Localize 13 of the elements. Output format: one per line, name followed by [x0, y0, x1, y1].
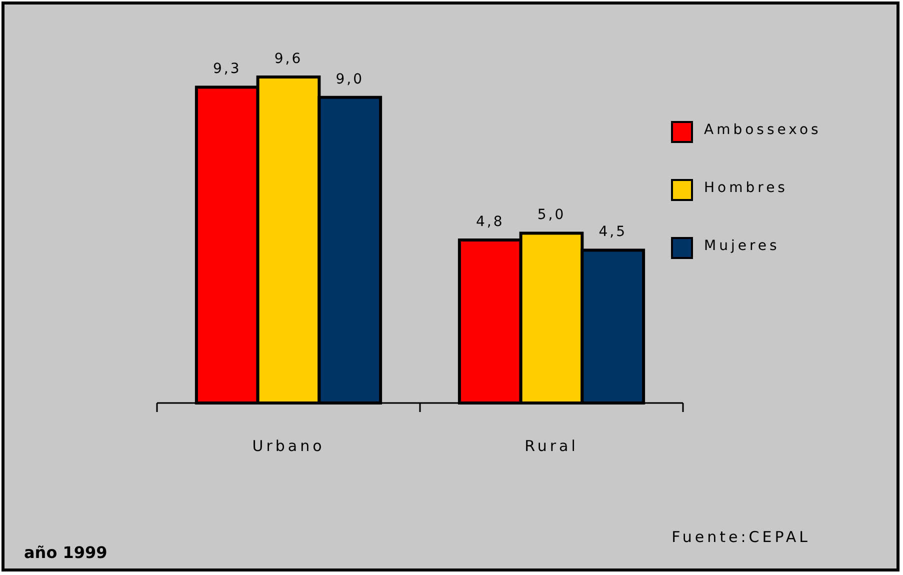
data-label: 4,5	[598, 224, 627, 240]
text: año 1999	[24, 543, 108, 562]
data-label: 5,0	[537, 207, 566, 224]
source-note: Fuente:CEPAL	[672, 528, 810, 546]
data-label: 9,0	[336, 71, 364, 88]
data-label: 9,3	[213, 61, 242, 78]
x-tick-label: Rural	[524, 437, 578, 455]
legend-label: Hombres	[704, 180, 788, 196]
legend-label: Ambossexos	[704, 122, 822, 138]
data-label: 4,8	[476, 214, 504, 230]
x-tick-label: Urbano	[252, 437, 325, 455]
data-label: 9,6	[274, 51, 303, 67]
legend-label: Mujeres	[704, 238, 780, 254]
